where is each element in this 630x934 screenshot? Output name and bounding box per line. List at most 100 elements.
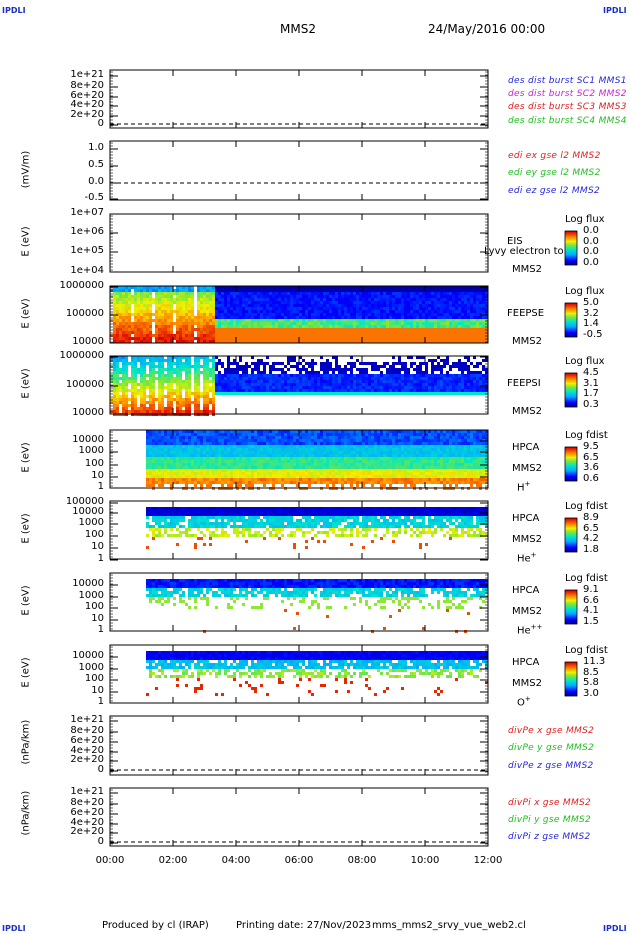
y-axis-label: (nPa/km) [20,790,32,836]
y-axis-label: E (eV) [20,513,32,544]
x-tick-label: 12:00 [473,855,503,866]
colorbar-title: Log flux [565,356,605,367]
legend-entry: divPe y gse MMS2 [508,743,595,754]
spacecraft-label: MMS2 [512,406,542,417]
y-tick-label: 1e+07 [70,207,104,218]
colorbar-hpca_hepp [564,589,578,625]
colorbar-value: 0.3 [583,398,599,410]
spectrogram-hpca_o [146,651,488,696]
y-tick-label: 10000 [72,578,104,589]
colorbar-value: 0.0 [583,256,599,268]
colorbar-value: 1.7 [583,388,599,400]
y-tick-label: 1000 [78,517,104,528]
species-charge: ++ [530,623,543,631]
y-tick-label: 100 [84,529,104,540]
colorbar-value: 4.5 [583,367,599,378]
y-tick-label: 1000 [78,590,104,601]
y-tick-label: 1000000 [59,280,104,291]
colorbar-feepsi [564,372,578,408]
colorbar-value: -0.5 [583,328,603,340]
legend-entry: des dist burst SC4 MMS4 [508,115,627,126]
y-tick-label: 2e+20 [70,109,104,120]
colorbar-value: 5.8 [583,677,599,689]
instrument-label: EIS [507,236,523,247]
legend-entry: des dist burst SC1 MMS1 [508,76,627,86]
panel-divpe [109,715,489,776]
y-tick-label: 1e+04 [70,265,104,276]
y-tick-label: 6e+20 [70,807,104,818]
legend-entry: divPi z gse MMS2 [508,832,591,843]
overlay-label: Lyvy electron to [484,246,564,257]
species-charge: + [524,695,531,703]
x-tick-label: 10:00 [410,855,440,866]
colorbar-value: 1.8 [583,543,599,555]
spacecraft-label: MMS2 [512,463,542,474]
panel-frame [109,715,489,776]
legend-entry: edi ez gse l2 MMS2 [508,185,600,196]
legend-entry: divPe x gse MMS2 [508,726,595,736]
instrument-label: HPCA [512,442,540,453]
x-tick-label: 04:00 [221,855,251,866]
spectrogram-feepsi [110,356,488,416]
panel-divpi [109,787,489,847]
y-tick-label: 2e+20 [70,826,104,837]
colorbar-value: 9.1 [583,584,599,595]
panel-edi [109,140,489,201]
y-tick-label: -0.5 [84,192,104,203]
colorbar-value: 1.5 [583,615,599,627]
legend-entry: des dist burst SC3 MMS3 [508,102,627,113]
y-axis-label: E (eV) [20,297,32,329]
colorbar-value: 6.5 [583,451,599,463]
y-tick-label: 8e+20 [70,725,104,736]
y-tick-label: 1000 [78,445,104,456]
colorbar-hpca_he [564,517,578,553]
panel-frame [109,140,489,201]
colorbar-title: Log fdist [565,645,608,656]
y-tick-label: 1 [97,696,104,707]
y-tick-label: 100 [84,458,104,469]
y-tick-label: 10000 [72,434,104,445]
spectrogram-feepse [110,286,488,343]
spacecraft-label: MMS2 [512,678,542,689]
figure-date: 24/May/2016 00:00 [428,22,546,36]
y-tick-label: 1e+06 [70,226,104,237]
y-tick-label: 100000 [65,496,104,507]
panel-frame [109,213,489,273]
colorbar-title: Log fdist [565,430,608,441]
colorbar-title: Log fdist [565,501,608,512]
spacecraft-label: MMS2 [512,336,542,347]
colorbar-title: Log flux [565,286,605,297]
species-label: O+ [517,695,531,709]
colorbar-title: Log fdist [565,573,608,584]
instrument-label: HPCA [512,513,540,524]
y-tick-label: 10000 [72,336,104,347]
spacecraft-label: MMS2 [512,264,542,275]
spectrogram-hpca_hepp [146,579,488,633]
y-tick-label: 1000 [78,662,104,673]
y-tick-label: 1 [97,624,104,635]
footer-printing-date: Printing date: 27/Nov/2023 [236,920,372,931]
y-axis-label: E (eV) [20,442,32,473]
colorbar-value: 8.5 [583,666,599,678]
y-tick-label: 1000000 [59,350,104,361]
x-tick-label: 00:00 [95,855,125,866]
panel-hpca_hepp [109,572,578,633]
colorbar-value: 3.2 [583,307,599,319]
y-tick-label: 1.0 [88,142,104,153]
y-tick-label: 4e+20 [70,745,104,756]
y-tick-label: 100000 [65,308,104,319]
colorbar-value: 4.1 [583,605,599,617]
colorbar-value: 8.9 [583,512,599,523]
panel-frame [109,69,489,129]
y-tick-label: 0.5 [88,159,104,170]
y-tick-label: 6e+20 [70,735,104,746]
y-tick-label: 10 [91,613,104,624]
y-tick-label: 1 [97,553,104,564]
instrument-label: HPCA [512,657,540,668]
colorbar-value: 3.6 [583,462,599,474]
colorbar-title: Log flux [565,214,605,225]
instrument-label: HPCA [512,585,540,596]
footer-script-name: mms_mms2_srvy_vue_web2.cl [372,920,526,931]
species-label: He++ [517,623,543,637]
